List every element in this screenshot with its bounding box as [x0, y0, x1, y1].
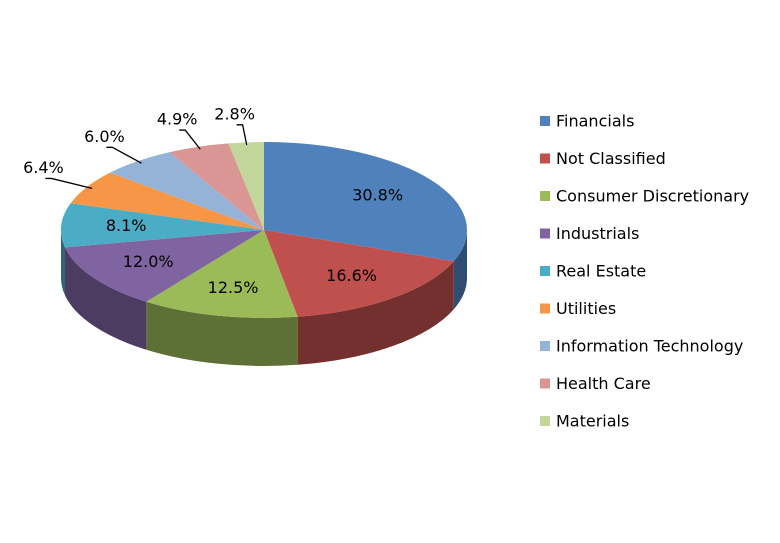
slice-side [453, 230, 467, 310]
legend-label: Materials [556, 412, 629, 431]
legend-swatch [540, 153, 550, 164]
slice [65, 230, 264, 302]
legend-label: Utilities [556, 299, 616, 318]
leader-line [45, 177, 93, 189]
data-label: 12.0% [123, 252, 174, 271]
data-label: 6.0% [84, 127, 125, 146]
legend-label: Consumer Discretionary [556, 187, 749, 206]
data-label: 16.6% [326, 266, 377, 285]
legend-label: Information Technology [556, 337, 743, 356]
legend-swatch [540, 266, 550, 276]
slice [61, 203, 264, 248]
legend-label: Real Estate [556, 262, 646, 281]
slice [264, 230, 454, 317]
data-label: 12.5% [208, 278, 259, 297]
slice-side [297, 261, 454, 365]
legend-label: Health Care [556, 374, 651, 393]
data-label: 8.1% [106, 216, 147, 235]
slice [264, 142, 468, 262]
slice [110, 152, 264, 230]
legend-swatch [540, 116, 550, 126]
leader-line [236, 124, 248, 146]
slice [169, 143, 264, 230]
slice-side [146, 301, 298, 366]
legend-swatch [540, 303, 550, 314]
legend-label: Industrials [556, 224, 639, 243]
legend-label: Not Classified [556, 149, 666, 168]
leader-line [106, 146, 142, 164]
slice [70, 172, 265, 230]
leader-line [179, 129, 201, 150]
data-label: 4.9% [157, 110, 198, 129]
slice [146, 230, 298, 319]
slice-side [65, 247, 147, 350]
slice [228, 142, 264, 230]
legend-swatch [540, 341, 550, 351]
legend-label: Financials [556, 112, 634, 131]
data-label: 2.8% [214, 104, 255, 123]
legend-swatch [540, 416, 550, 426]
legend-swatch [540, 228, 550, 239]
data-label: 6.4% [23, 158, 64, 177]
legend-swatch [540, 378, 550, 389]
data-label: 30.8% [352, 186, 403, 205]
slice-side [61, 230, 66, 296]
legend-swatch [540, 191, 550, 201]
